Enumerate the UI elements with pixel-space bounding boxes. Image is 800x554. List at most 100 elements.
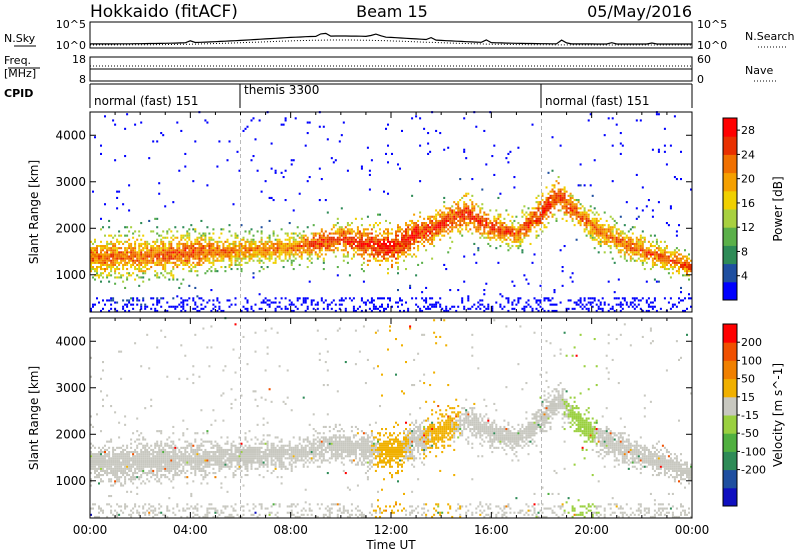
power-cell (437, 219, 440, 222)
velocity-cell (108, 459, 111, 462)
power-cell (260, 230, 263, 233)
power-cell (232, 255, 235, 258)
power-cell (226, 251, 229, 254)
power-cell (657, 249, 660, 252)
power-cell (372, 242, 375, 245)
power-cell (246, 247, 249, 250)
power-cell (511, 301, 514, 304)
power-cell (254, 240, 257, 243)
velocity-cell (110, 484, 113, 487)
power-cell (521, 226, 524, 229)
power-cell (397, 224, 400, 227)
velocity-cell (126, 465, 129, 468)
power-cell (358, 247, 361, 250)
power-cell (140, 259, 143, 262)
power-cell (160, 242, 163, 245)
power-cell (571, 307, 574, 310)
power-cell (366, 234, 369, 237)
power-cell (196, 249, 199, 252)
power-cell (617, 240, 620, 243)
velocity-cell (114, 455, 117, 458)
power-cell (240, 224, 243, 227)
power-cell (194, 240, 197, 243)
power-cell (684, 266, 687, 269)
power-cell (569, 213, 572, 216)
power-cell (280, 247, 283, 250)
power-cell (200, 297, 203, 300)
velocity-cell (168, 453, 171, 456)
power-cell (649, 255, 652, 258)
power-cell (441, 224, 444, 227)
power-cell (553, 207, 556, 210)
power-cell (130, 297, 133, 300)
power-cell (417, 232, 420, 235)
power-cell (641, 261, 644, 264)
power-cell (673, 266, 676, 269)
power-cell (565, 199, 568, 202)
power-cell (110, 242, 113, 245)
power-cell (176, 278, 179, 281)
velocity-cell (182, 455, 185, 458)
power-cell (172, 266, 175, 269)
velocity-cell (150, 465, 153, 468)
power-cell (397, 289, 400, 292)
velocity-cell (116, 478, 119, 481)
velocity-cell (98, 453, 101, 456)
power-cell (461, 196, 464, 199)
power-cell (525, 278, 528, 281)
power-cell (429, 226, 432, 229)
power-cell (655, 247, 658, 250)
power-cell (236, 236, 239, 239)
power-cell (196, 253, 199, 256)
power-cell (535, 207, 538, 210)
power-cell (429, 238, 432, 241)
power-cell (453, 213, 456, 216)
power-cell (439, 228, 442, 231)
power-cell (671, 272, 674, 275)
power-cell (158, 182, 161, 185)
power-cell (190, 224, 193, 227)
power-cell (360, 309, 363, 312)
power-cell (266, 240, 269, 243)
power-cell (377, 255, 380, 258)
power-cell (328, 247, 331, 250)
power-cell (437, 228, 440, 231)
velocity-cell (172, 432, 175, 435)
power-cell (669, 263, 672, 266)
power-cell (246, 125, 249, 128)
power-cell (551, 196, 554, 199)
power-cell (184, 309, 187, 312)
velocity-cell (138, 459, 141, 462)
power-cell (156, 261, 159, 264)
power-cell (457, 215, 460, 218)
power-cell (585, 219, 588, 222)
power-cell (379, 305, 382, 308)
velocity-cell (150, 472, 153, 475)
velocity-cell (118, 469, 121, 472)
power-colorbar-swatch (723, 190, 737, 210)
power-cell (575, 207, 578, 210)
power-cell (690, 263, 693, 266)
power-cell (379, 251, 382, 254)
power-cell (575, 215, 578, 218)
velocity-cell (140, 467, 143, 470)
power-cell (286, 238, 289, 241)
power-cell (364, 242, 367, 245)
power-cell (387, 240, 390, 243)
velocity-cell (128, 455, 131, 458)
power-cell (156, 255, 159, 258)
power-cell (501, 240, 504, 243)
power-cell (451, 217, 454, 220)
power-cell (186, 263, 189, 266)
power-cell (682, 268, 685, 271)
power-cell (344, 232, 347, 235)
power-cell (228, 247, 231, 250)
power-cell (686, 274, 689, 277)
power-cell (108, 309, 111, 312)
power-cell (356, 249, 359, 252)
power-cell (643, 238, 646, 241)
power-cell (90, 263, 93, 266)
power-cell (513, 232, 516, 235)
power-cell (240, 247, 243, 250)
power-cell (593, 207, 596, 210)
